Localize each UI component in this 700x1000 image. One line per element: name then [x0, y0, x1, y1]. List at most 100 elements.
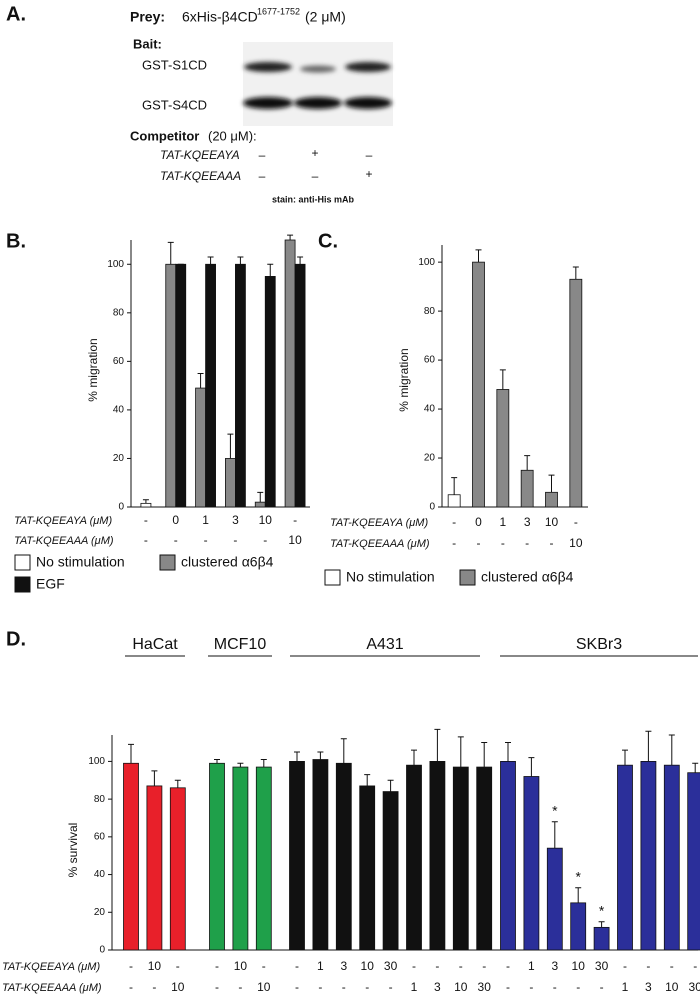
x-tick-label: -: [525, 536, 529, 550]
sign: –: [259, 169, 266, 183]
x-tick-label: -: [574, 515, 578, 529]
bar: [359, 785, 376, 951]
prey-superscript: 1677-1752: [257, 6, 300, 16]
error-bar: [692, 762, 699, 773]
group-label: HaCat: [132, 636, 178, 653]
x-tick-label: -: [529, 980, 533, 994]
row-label: TAT-KQEEAYA: [160, 148, 240, 162]
error-bar: [451, 477, 458, 495]
y-axis-label: % migration: [397, 348, 411, 411]
bar: [476, 766, 493, 951]
bar: [255, 766, 272, 951]
y-tick-label: 40: [424, 404, 436, 415]
x-tick-label: 3: [340, 959, 347, 973]
annotation: *: [552, 802, 558, 818]
x-row-label: TAT-KQEEAAA (μM): [14, 535, 114, 547]
y-tick-label: 20: [113, 453, 125, 464]
group-label: SKBr3: [576, 636, 622, 653]
bar: [235, 263, 246, 508]
bar: [500, 761, 516, 951]
bar: [406, 764, 422, 951]
legend-label: clustered α6β4: [181, 554, 274, 570]
competitor-label: Competitor: [130, 128, 199, 143]
legend-swatch: [159, 554, 176, 571]
y-tick-label: 100: [418, 257, 435, 268]
bar: [617, 764, 633, 951]
error-bar: [551, 821, 558, 849]
legend-label: clustered α6β4: [481, 569, 574, 585]
y-tick-label: 80: [424, 306, 436, 317]
error-bar: [227, 433, 234, 459]
x-tick-label: -: [342, 980, 346, 994]
legend-swatch: [459, 569, 476, 586]
annotation: *: [599, 902, 605, 918]
x-tick-label: 1: [317, 959, 324, 973]
error-bar: [505, 742, 511, 762]
y-axis-label: % survival: [66, 823, 80, 878]
error-bar: [237, 256, 244, 265]
group-label: A431: [366, 636, 403, 653]
bar: [452, 766, 469, 951]
panel-letter: B.: [6, 230, 26, 252]
x-tick-label: 10: [257, 980, 271, 994]
x-tick-label: 10: [288, 533, 302, 547]
bar: [523, 776, 540, 951]
x-row-label: TAT-KQEEAYA (μM): [330, 517, 428, 529]
legend-swatch: [14, 554, 31, 571]
x-tick-label: -: [238, 980, 242, 994]
bait: GST-S1CD: [142, 57, 207, 72]
x-tick-label: -: [550, 536, 554, 550]
error-bar: [622, 749, 628, 766]
bar: [165, 263, 177, 508]
x-tick-label: -: [215, 959, 219, 973]
x-tick-label: 10: [545, 515, 559, 529]
x-tick-label: -: [452, 536, 456, 550]
y-tick-label: 40: [94, 869, 106, 880]
y-tick-label: 20: [94, 907, 106, 918]
competitor-conc: (20 μM):: [208, 128, 257, 143]
error-bar: [260, 759, 267, 768]
x-tick-label: 10: [572, 959, 586, 973]
x-tick-label: -: [600, 980, 604, 994]
y-tick-label: 0: [429, 502, 435, 513]
error-bar: [528, 757, 535, 777]
x-tick-label: 30: [595, 959, 609, 973]
bar: [546, 847, 563, 951]
bar: [140, 502, 152, 508]
x-tick-label: 1: [202, 513, 209, 527]
bar: [663, 764, 680, 951]
x-tick-label: -: [623, 959, 627, 973]
error-bar: [411, 749, 417, 766]
x-row-label: TAT-KQEEAAA (μM): [2, 982, 102, 994]
error-bar: [499, 369, 506, 390]
bar: [209, 762, 225, 951]
bar: [429, 761, 446, 951]
x-tick-label: 10: [454, 980, 468, 994]
error-bar: [297, 256, 304, 265]
band: [244, 62, 292, 72]
bar: [447, 494, 461, 508]
x-tick-label: 3: [232, 513, 239, 527]
bar: [520, 469, 534, 508]
bar: [687, 772, 700, 951]
legend-swatch: [14, 576, 31, 593]
error-bar: [645, 730, 652, 762]
error-bar: [294, 751, 300, 762]
x-tick-label: -: [144, 533, 148, 547]
sign: +: [365, 167, 372, 181]
x-tick-label: 3: [551, 959, 558, 973]
legend-label: No stimulation: [346, 569, 435, 585]
x-tick-label: -: [174, 533, 178, 547]
x-tick-label: 10: [361, 959, 375, 973]
x-tick-label: 30: [478, 980, 492, 994]
x-tick-label: -: [506, 980, 510, 994]
error-bar: [317, 751, 324, 760]
x-tick-label: 10: [148, 959, 162, 973]
error-bar: [287, 234, 294, 240]
bar: [264, 276, 276, 508]
row-label: TAT-KQEEAAA: [160, 169, 241, 183]
x-tick-label: 1: [411, 980, 418, 994]
x-tick-label: -: [293, 513, 297, 527]
x-tick-label: -: [152, 980, 156, 994]
x-tick-label: -: [435, 959, 439, 973]
